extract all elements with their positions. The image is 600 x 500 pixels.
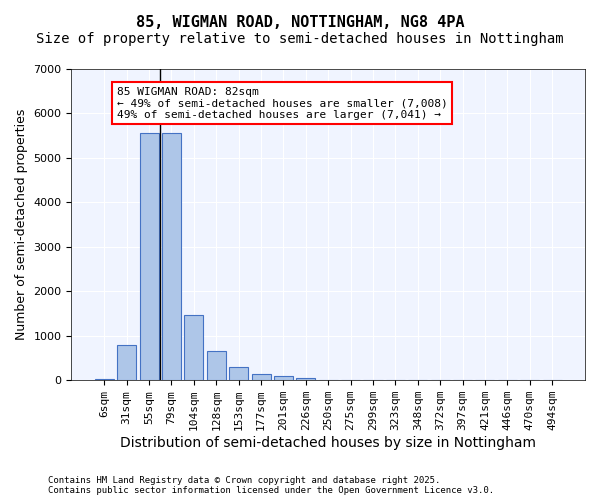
Y-axis label: Number of semi-detached properties: Number of semi-detached properties <box>15 109 28 340</box>
Bar <box>140 134 158 380</box>
Text: 85, WIGMAN ROAD, NOTTINGHAM, NG8 4PA: 85, WIGMAN ROAD, NOTTINGHAM, NG8 4PA <box>136 15 464 30</box>
Text: Size of property relative to semi-detached houses in Nottingham: Size of property relative to semi-detach… <box>36 32 564 46</box>
Bar <box>274 376 293 380</box>
Bar <box>184 315 203 380</box>
Text: 85 WIGMAN ROAD: 82sqm
← 49% of semi-detached houses are smaller (7,008)
49% of s: 85 WIGMAN ROAD: 82sqm ← 49% of semi-deta… <box>116 87 448 120</box>
X-axis label: Distribution of semi-detached houses by size in Nottingham: Distribution of semi-detached houses by … <box>120 436 536 450</box>
Bar <box>251 374 271 380</box>
Bar <box>95 379 114 380</box>
Bar <box>207 351 226 380</box>
Bar <box>162 134 181 380</box>
Bar <box>296 378 316 380</box>
Bar <box>117 344 136 380</box>
Text: Contains HM Land Registry data © Crown copyright and database right 2025.
Contai: Contains HM Land Registry data © Crown c… <box>48 476 494 495</box>
Bar <box>229 367 248 380</box>
